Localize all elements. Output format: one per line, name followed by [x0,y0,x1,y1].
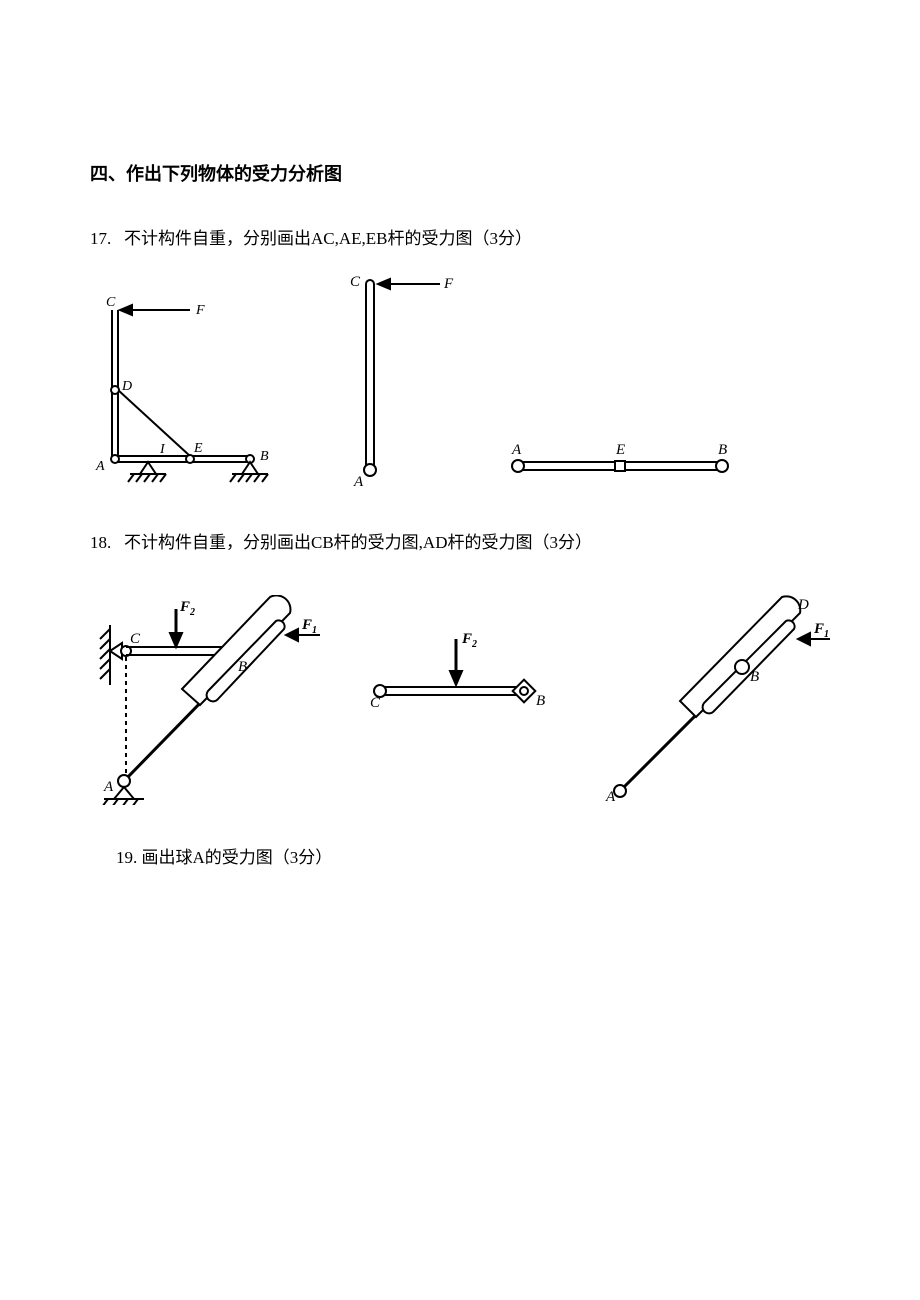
q17f2-label-C: C [350,274,361,290]
svg-text:F2: F2 [461,631,477,650]
q18f2-label-C: C [370,695,381,711]
question-18: 18. 不计构件自重，分别画出CB杆的受力图,AD杆的受力图（3分） [90,530,830,556]
q18-figures: C B A F2 F1 [90,595,830,805]
question-17: 17. 不计构件自重，分别画出AC,AE,EB杆的受力图（3分） [90,226,830,252]
q18-text: 不计构件自重，分别画出CB杆的受力图,AD杆的受力图（3分） [124,533,592,552]
q18f3-label-A: A [605,789,616,805]
q18f2-label-F2s: 2 [471,639,477,650]
section-title: 四、作出下列物体的受力分析图 [90,160,830,186]
q17f2-label-A: A [353,474,364,490]
q18f3-label-B: B [750,669,759,685]
q18f3-label-F1s: 1 [824,629,829,640]
q17f1-label-B: B [260,449,269,464]
svg-text:F1: F1 [301,617,317,636]
q18f1-label-F2: F [179,599,190,615]
q17f1-label-D: D [121,379,132,394]
q17f2-label-F: F [443,276,454,292]
q17f1-label-A: A [95,459,105,474]
q18f3-label-F1: F [813,621,824,637]
q17-text: 不计构件自重，分别画出AC,AE,EB杆的受力图（3分） [124,229,532,248]
q17f3-label-E: E [615,442,625,458]
q18f1-label-C: C [130,631,141,647]
q17-fig2: C F A [330,270,460,490]
q18f2-label-F2: F [461,631,472,647]
q17f1-label-I: I [159,442,166,457]
svg-text:F2: F2 [179,599,195,618]
q17f1-label-E: E [193,441,203,456]
q18f1-label-B: B [238,659,247,675]
q17-fig1: C F D I E A B [90,290,290,490]
q18f1-label-F1: F [301,617,312,633]
q19-number: 19. [116,848,137,867]
q17f1-label-F: F [195,303,205,318]
q18f1-label-F2s: 2 [189,607,195,618]
q18-number: 18. [90,533,111,552]
svg-text:F1: F1 [813,621,829,640]
q17f1-label-C: C [106,295,116,310]
q17-number: 17. [90,229,111,248]
q18-fig1: C B A F2 F1 [90,595,320,805]
q17-figures: C F D I E A B C F [90,270,830,490]
q18f1-label-A: A [103,779,114,795]
q17f3-label-A: A [511,442,522,458]
q18f3-label-D: D [797,597,809,613]
q17f3-label-B: B [718,442,727,458]
page: 四、作出下列物体的受力分析图 17. 不计构件自重，分别画出AC,AE,EB杆的… [0,0,920,929]
q18f1-label-F1s: 1 [312,625,317,636]
q18-fig2: C B F2 [360,625,560,735]
q19-text: 画出球A的受力图（3分） [142,848,333,867]
q17-fig3: A E B [500,430,740,490]
question-19: 19. 画出球A的受力图（3分） [116,845,830,871]
q18f2-label-B: B [536,693,545,709]
q18-fig3: A B D F1 [600,595,830,805]
